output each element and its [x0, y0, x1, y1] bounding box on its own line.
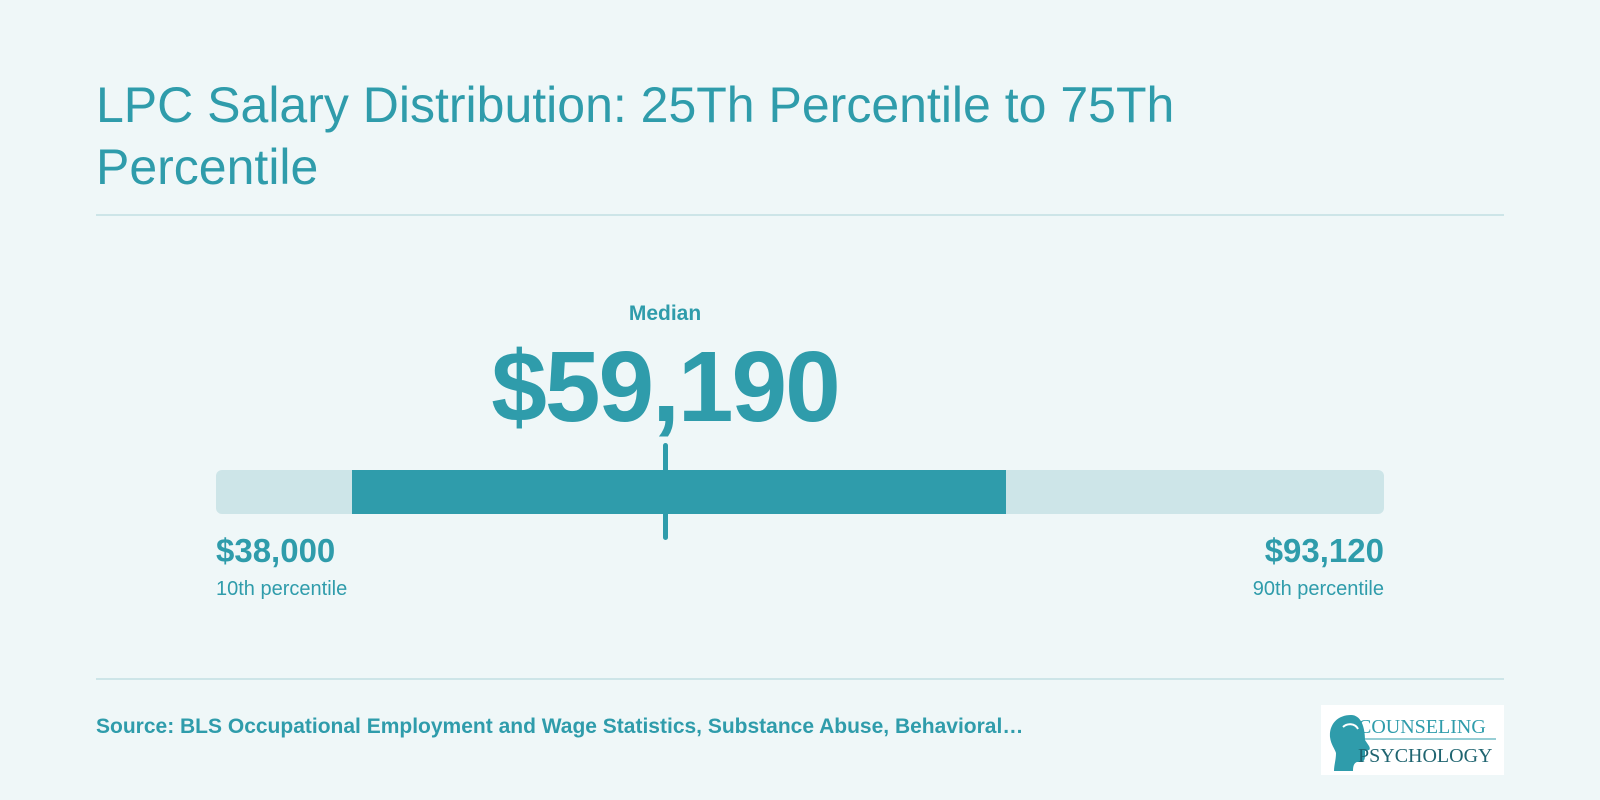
median-label: Median — [628, 302, 702, 325]
median-tick — [663, 443, 669, 540]
chart-title: LPC Salary Distribution: 25Th Percentile… — [96, 77, 1175, 195]
low-percentile-label: 10th percentile — [216, 578, 348, 600]
low-value: $38,000 — [216, 532, 336, 569]
logo-line-1: COUNSELING — [1358, 716, 1486, 738]
median-value: $59,190 — [491, 331, 840, 443]
top-divider — [96, 214, 1504, 216]
source-note: Source: BLS Occupational Employment and … — [96, 715, 1024, 738]
high-percentile-label: 90th percentile — [1252, 578, 1384, 600]
bottom-divider — [96, 678, 1504, 680]
counseling-psychology-logo: COUNSELING PSYCHOLOGY — [1321, 705, 1504, 775]
head-silhouette-icon — [1329, 715, 1370, 771]
interquartile-range-bar — [351, 470, 1007, 514]
high-value: $93,120 — [1264, 532, 1384, 569]
logo-line-2: PSYCHOLOGY — [1358, 745, 1492, 767]
